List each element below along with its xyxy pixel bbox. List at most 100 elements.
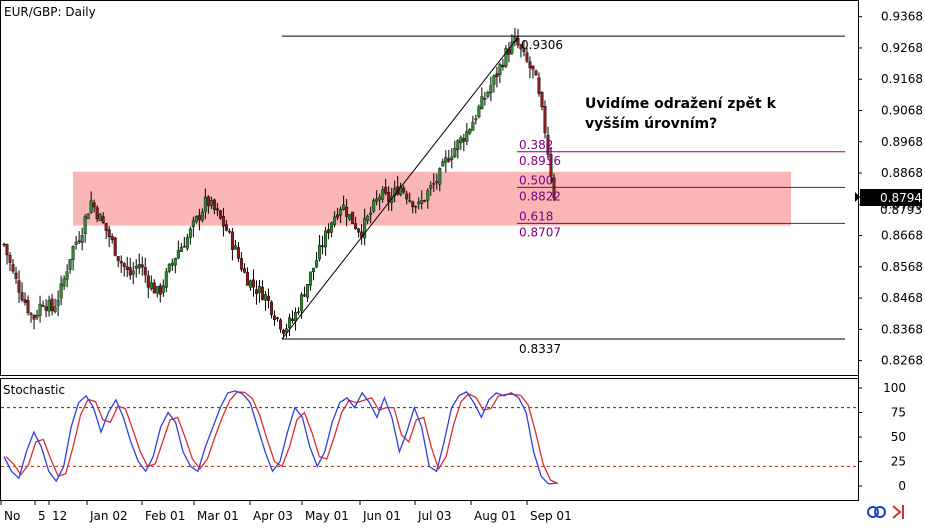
candle-body <box>197 215 201 221</box>
link-icon[interactable] <box>867 506 886 518</box>
candle-body <box>441 161 445 167</box>
candle-body <box>170 262 174 266</box>
candle-body <box>537 77 541 94</box>
fib-price-label-500: 0.8822 <box>519 189 561 203</box>
annotation-line-2: vyšším úrovním? <box>585 116 717 132</box>
candle-body <box>167 263 171 272</box>
candle-body <box>227 230 231 233</box>
candle-body <box>32 314 36 320</box>
candle-body <box>5 244 9 256</box>
time-tick-label: No <box>4 509 20 523</box>
candle-body <box>260 286 264 300</box>
annotation-line-1: Uvidíme odražení zpět k <box>585 96 777 112</box>
candle-body <box>272 315 276 321</box>
candle-body <box>321 245 325 247</box>
candle-body <box>203 196 207 212</box>
candle-body <box>257 285 261 293</box>
time-tick-label: Jul 03 <box>417 509 452 523</box>
candle-body <box>342 204 346 210</box>
candle-body <box>116 256 120 261</box>
candle-body <box>2 243 6 246</box>
time-tick-label: May 01 <box>305 509 349 523</box>
time-tick-label: Jun 01 <box>362 509 401 523</box>
candle-body <box>248 280 252 288</box>
candle-body <box>119 261 123 264</box>
candle-body <box>450 156 454 160</box>
candle-body <box>315 260 319 268</box>
arrow-right-icon[interactable] <box>892 505 904 519</box>
candle-body <box>65 271 69 280</box>
candle-body <box>504 48 508 67</box>
current-price-label: 0.8794 <box>880 191 922 205</box>
stochastic-axis: 100 75 50 25 0 <box>858 381 906 493</box>
candle-body <box>209 199 213 206</box>
fib-ratio-label-618: 0.618 <box>519 209 553 223</box>
price-axis: 0.9368 0.9268 0.9168 0.9068 0.8968 0.8868 0.87… <box>858 10 923 368</box>
candle-body <box>245 272 249 286</box>
candle-body <box>495 73 499 78</box>
price-tick-label: 0.8668 <box>881 229 923 243</box>
candle-body <box>384 187 388 194</box>
stochastic-tick-label: 25 <box>891 455 906 469</box>
time-tick-label: Apr 03 <box>253 509 293 523</box>
candle-body <box>59 283 63 299</box>
candle-body <box>233 245 237 250</box>
candle-body <box>339 208 343 216</box>
candle-body <box>212 199 216 210</box>
candle-body <box>53 306 57 313</box>
candle-body <box>402 187 406 193</box>
price-tick-label: 0.9268 <box>881 41 923 55</box>
candle-body <box>26 300 30 314</box>
price-tick-label: 0.8368 <box>881 322 923 336</box>
candle-body <box>215 208 219 211</box>
candle-body <box>41 305 45 307</box>
candle-body <box>378 196 382 201</box>
candle-body <box>92 202 96 208</box>
candle-body <box>125 266 129 270</box>
time-tick-label: 12 <box>52 509 67 523</box>
price-tick-label: 0.9168 <box>881 72 923 86</box>
candle-body <box>468 129 472 134</box>
candle-body <box>242 268 246 273</box>
candle-body <box>8 255 12 263</box>
candle-body <box>459 137 463 144</box>
candle-body <box>306 284 310 298</box>
candle-body <box>501 64 505 67</box>
candle-body <box>285 328 289 333</box>
candle-body <box>206 196 210 207</box>
candle-body <box>101 216 105 223</box>
candle-body <box>438 168 442 185</box>
candle-body <box>95 207 99 220</box>
candle-body <box>528 61 532 69</box>
candle-body <box>20 292 24 301</box>
candle-body <box>309 271 313 286</box>
candle-body <box>68 259 72 270</box>
candle-body <box>266 295 270 301</box>
fib-trend-line <box>281 35 520 340</box>
candle-body <box>543 106 547 134</box>
candle-body <box>128 267 132 276</box>
candle-body <box>140 264 144 268</box>
candle-body <box>357 228 361 233</box>
time-tick-label: Sep 01 <box>530 509 572 523</box>
candle-body <box>522 49 526 52</box>
candle-body <box>546 134 550 155</box>
candle-body <box>498 64 502 76</box>
candle-body <box>426 190 430 201</box>
time-tick-label: 5 <box>38 509 46 523</box>
candle-body <box>77 240 81 243</box>
candle-body <box>182 245 186 248</box>
stochastic-tick-label: 50 <box>891 430 906 444</box>
candle-body <box>432 183 436 185</box>
fib-ratio-label-500: 0.500 <box>519 173 553 187</box>
swing-high-label: 0.9306 <box>521 38 563 52</box>
price-tick-label: 0.9068 <box>881 103 923 117</box>
fib-ratio-label-382: 0.382 <box>519 138 553 152</box>
candle-body <box>263 294 267 301</box>
candle-body <box>435 181 439 183</box>
candle-body <box>38 303 42 316</box>
fib-price-label-618: 0.8707 <box>519 225 561 239</box>
candle-body <box>318 244 322 260</box>
